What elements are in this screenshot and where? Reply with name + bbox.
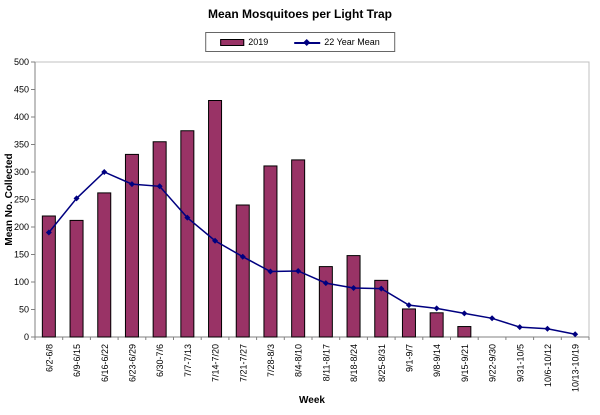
x-tick-label: 7/21-7/27 — [238, 344, 248, 382]
line-marker-diamond-icon — [295, 268, 302, 274]
x-tick-label: 6/23-6/29 — [127, 344, 137, 382]
x-tick-label: 6/16-6/22 — [100, 344, 110, 382]
line-marker-diamond-icon — [461, 310, 468, 317]
line-marker-diamond-icon — [544, 325, 551, 332]
line-marker-diamond-icon — [378, 285, 385, 292]
line-marker-diamond-icon — [101, 169, 108, 175]
x-axis-title: Week — [299, 395, 325, 406]
y-tick-label: 350 — [14, 140, 29, 150]
legend: 2019 22 Year Mean — [205, 32, 395, 52]
x-tick-label: 6/2-6/8 — [44, 344, 54, 372]
y-tick-label: 400 — [14, 112, 29, 122]
x-tick-label: 8/11-8/17 — [321, 344, 331, 381]
legend-line-swatch — [294, 38, 321, 46]
y-tick-label: 100 — [14, 277, 29, 287]
bar-2019 — [318, 266, 333, 338]
bar-2019 — [152, 141, 167, 338]
line-marker-diamond-icon — [433, 305, 440, 312]
y-tick-label: 300 — [14, 167, 29, 177]
line-marker-diamond-icon — [212, 237, 219, 244]
legend-label-22-year-mean: 22 Year Mean — [324, 37, 380, 47]
bar-2019 — [429, 312, 444, 338]
legend-item-22-year-mean: 22 Year Mean — [294, 37, 380, 47]
bar-2019 — [124, 153, 139, 338]
line-marker-diamond-icon — [184, 214, 191, 221]
y-tick-label: 200 — [14, 222, 29, 232]
legend-label-2019: 2019 — [248, 37, 269, 47]
line-marker-diamond-icon — [489, 315, 496, 322]
y-tick-label: 0 — [24, 332, 29, 342]
legend-bar-swatch — [220, 38, 245, 46]
y-axis-title: Mean No. Collected — [4, 153, 15, 245]
line-marker-diamond-icon — [73, 195, 80, 202]
y-tick-label: 250 — [14, 195, 29, 205]
line-marker-diamond-icon — [516, 324, 523, 331]
bar-2019 — [263, 165, 278, 338]
line-marker-diamond-icon — [322, 280, 329, 287]
x-tick-label: 7/28-8/3 — [266, 344, 276, 377]
x-tick-label: 9/22-9/30 — [488, 344, 498, 382]
bar-2019 — [401, 308, 416, 338]
y-tick-label: 500 — [14, 57, 29, 67]
x-tick-label: 9/31-10/5 — [515, 344, 525, 382]
bar-2019 — [374, 279, 389, 338]
line-marker-diamond-icon — [350, 285, 357, 292]
bar-2019 — [457, 326, 472, 338]
line-marker-diamond-icon — [156, 183, 163, 190]
bar-2019 — [208, 100, 223, 338]
x-tick-label: 10/6-10/12 — [543, 344, 553, 387]
bar-2019 — [97, 192, 112, 338]
chart-title: Mean Mosquitoes per Light Trap — [207, 7, 392, 21]
x-tick-label: 8/4-8/10 — [294, 344, 304, 377]
bar-2019 — [235, 204, 250, 338]
plot-border — [34, 61, 590, 338]
bar-2019 — [69, 219, 84, 338]
x-tick-label: 8/18-8/24 — [349, 344, 359, 382]
x-tick-label: 9/1-9/7 — [404, 344, 414, 372]
mean-line — [48, 171, 576, 335]
bar-2019 — [291, 159, 306, 338]
line-marker-diamond-icon — [45, 229, 52, 236]
legend-diamond-marker-icon — [303, 38, 311, 46]
bar-2019 — [346, 255, 361, 338]
x-tick-label: 9/8-9/14 — [432, 344, 442, 377]
line-marker-diamond-icon — [239, 253, 246, 260]
y-tick-label: 450 — [14, 85, 29, 95]
x-tick-label: 8/25-8/31 — [377, 344, 387, 382]
y-tick-label: 150 — [14, 250, 29, 260]
x-tick-label: 7/7-7/13 — [183, 344, 193, 377]
x-tick-label: 9/15-9/21 — [460, 344, 470, 382]
bar-2019 — [41, 215, 56, 338]
line-marker-diamond-icon — [128, 181, 135, 188]
line-marker-diamond-icon — [405, 302, 412, 309]
bar-2019 — [180, 130, 195, 338]
x-tick-label: 6/9-6/15 — [72, 344, 82, 377]
y-tick-label: 50 — [19, 305, 29, 315]
x-tick-label: 10/13-10/19 — [571, 344, 581, 392]
line-marker-diamond-icon — [572, 331, 579, 338]
x-tick-label: 7/14-7/20 — [211, 344, 221, 382]
x-tick-label: 6/30-7/6 — [155, 344, 165, 377]
line-marker-diamond-icon — [267, 268, 274, 275]
plot-area: 0 50 100 150 200 250 300 350 400 450 500 6/2-6/8 6/9… — [4, 57, 590, 406]
legend-item-2019: 2019 — [220, 37, 268, 47]
